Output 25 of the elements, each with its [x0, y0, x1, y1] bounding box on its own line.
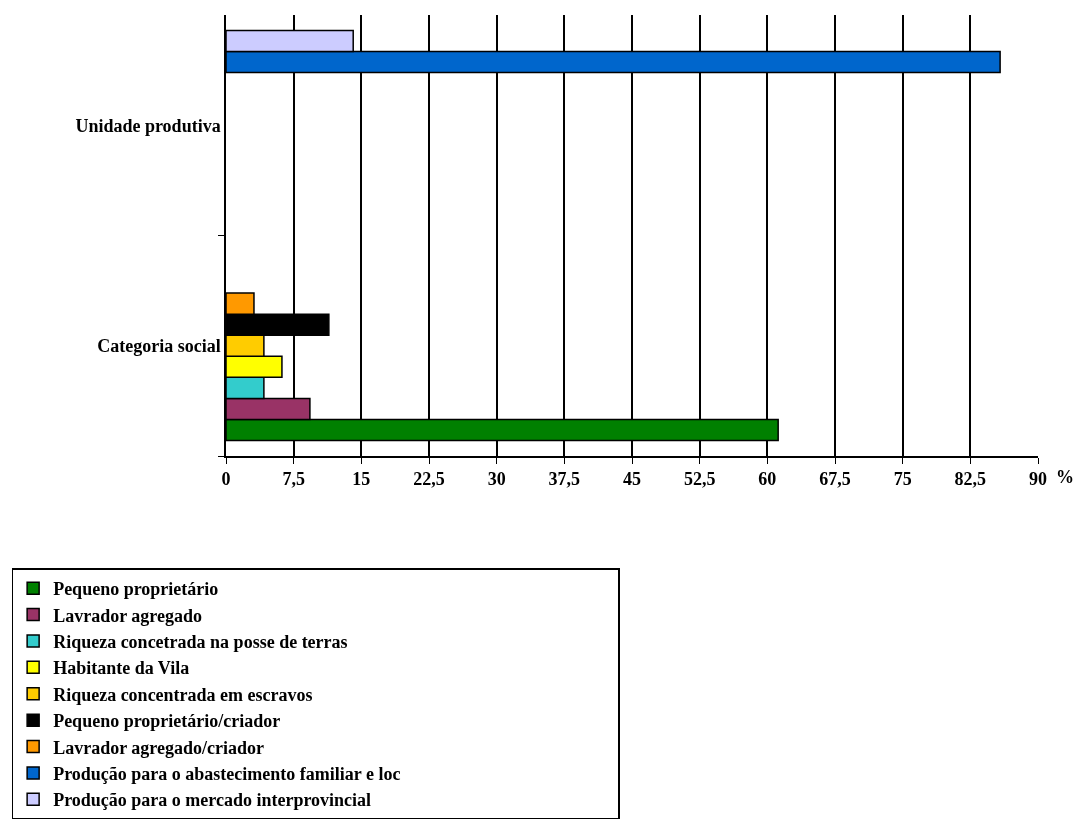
x-tick-label: 15 [352, 469, 371, 490]
x-tick-label: 90 [1029, 469, 1047, 490]
x-tick-label: 22,5 [413, 469, 445, 490]
legend-label: Produção para o mercado interprovincial [53, 790, 372, 811]
legend-label: Lavrador agregado/criador [53, 737, 264, 758]
x-axis-title: % [1056, 467, 1074, 487]
legend-label: Riqueza concetrada na posse de terras [53, 631, 348, 652]
x-tick-label: 0 [221, 469, 231, 490]
legend-label: Habitante da Vila [53, 658, 190, 679]
x-tick-label: 67,5 [819, 469, 851, 490]
legend-label: Pequeno proprietário/criador [53, 711, 281, 732]
y-tick-label: Unidade produtiva [75, 115, 221, 136]
x-tick-label: 60 [758, 469, 777, 490]
legend-label: Produção para o abastecimento familiar e loc [53, 763, 401, 784]
x-tick-label: 45 [623, 469, 641, 490]
x-tick-label: 7,5 [282, 469, 305, 490]
legend-label: Lavrador agregado [53, 605, 202, 626]
y-tick-label: Categoria social [97, 336, 221, 357]
x-tick-label: 37,5 [548, 469, 581, 490]
x-tick-label: 30 [487, 469, 506, 490]
x-tick-label: 75 [893, 469, 912, 490]
x-tick-label: 82,5 [954, 469, 987, 490]
legend-label: Riqueza concentrada em escravos [53, 684, 313, 705]
x-tick-label: 52,5 [683, 469, 716, 490]
legend-label: Pequeno proprietário [53, 579, 219, 600]
